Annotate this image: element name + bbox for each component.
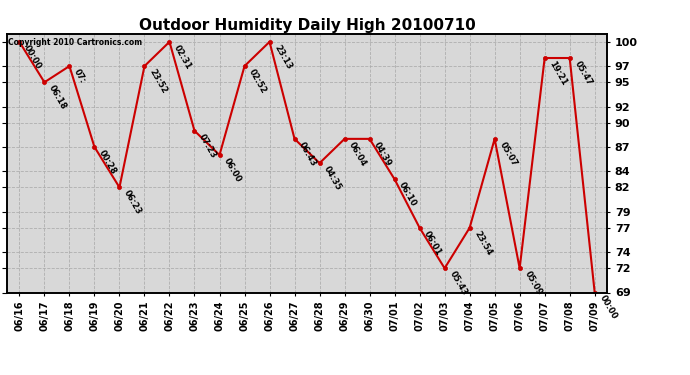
Text: 00:00: 00:00 xyxy=(22,43,43,70)
Text: 07:23: 07:23 xyxy=(197,132,218,160)
Text: 05:07: 05:07 xyxy=(497,140,518,168)
Text: Copyright 2010 Cartronics.com: Copyright 2010 Cartronics.com xyxy=(8,38,141,46)
Text: 02:31: 02:31 xyxy=(172,43,193,71)
Text: 04:39: 04:39 xyxy=(373,140,393,168)
Text: 05:47: 05:47 xyxy=(573,59,593,87)
Text: 00:28: 00:28 xyxy=(97,148,118,176)
Text: 04:35: 04:35 xyxy=(322,165,344,192)
Text: 07:: 07: xyxy=(72,68,88,85)
Text: 05:43: 05:43 xyxy=(447,270,469,297)
Title: Outdoor Humidity Daily High 20100710: Outdoor Humidity Daily High 20100710 xyxy=(139,18,475,33)
Text: 06:23: 06:23 xyxy=(122,189,144,216)
Text: 06:01: 06:01 xyxy=(422,229,444,257)
Text: 06:10: 06:10 xyxy=(397,181,418,208)
Text: 23:52: 23:52 xyxy=(147,68,168,95)
Text: 02:52: 02:52 xyxy=(247,68,268,95)
Text: 23:13: 23:13 xyxy=(273,43,293,71)
Text: 23:54: 23:54 xyxy=(473,229,493,257)
Text: 06:43: 06:43 xyxy=(297,140,318,168)
Text: 00:00: 00:00 xyxy=(598,294,618,321)
Text: 05:09: 05:09 xyxy=(522,270,544,297)
Text: 19:21: 19:21 xyxy=(547,59,569,87)
Text: 06:04: 06:04 xyxy=(347,140,368,168)
Text: 06:18: 06:18 xyxy=(47,84,68,111)
Text: 06:00: 06:00 xyxy=(222,156,244,184)
